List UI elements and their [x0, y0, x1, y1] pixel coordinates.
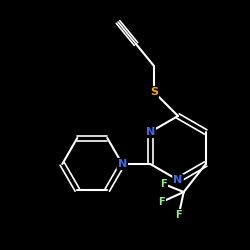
- Text: F: F: [160, 179, 167, 189]
- Text: S: S: [150, 87, 158, 97]
- Text: F: F: [176, 210, 182, 220]
- Text: N: N: [174, 175, 182, 185]
- Text: N: N: [146, 127, 155, 137]
- Text: N: N: [118, 159, 127, 169]
- Text: F: F: [158, 197, 165, 207]
